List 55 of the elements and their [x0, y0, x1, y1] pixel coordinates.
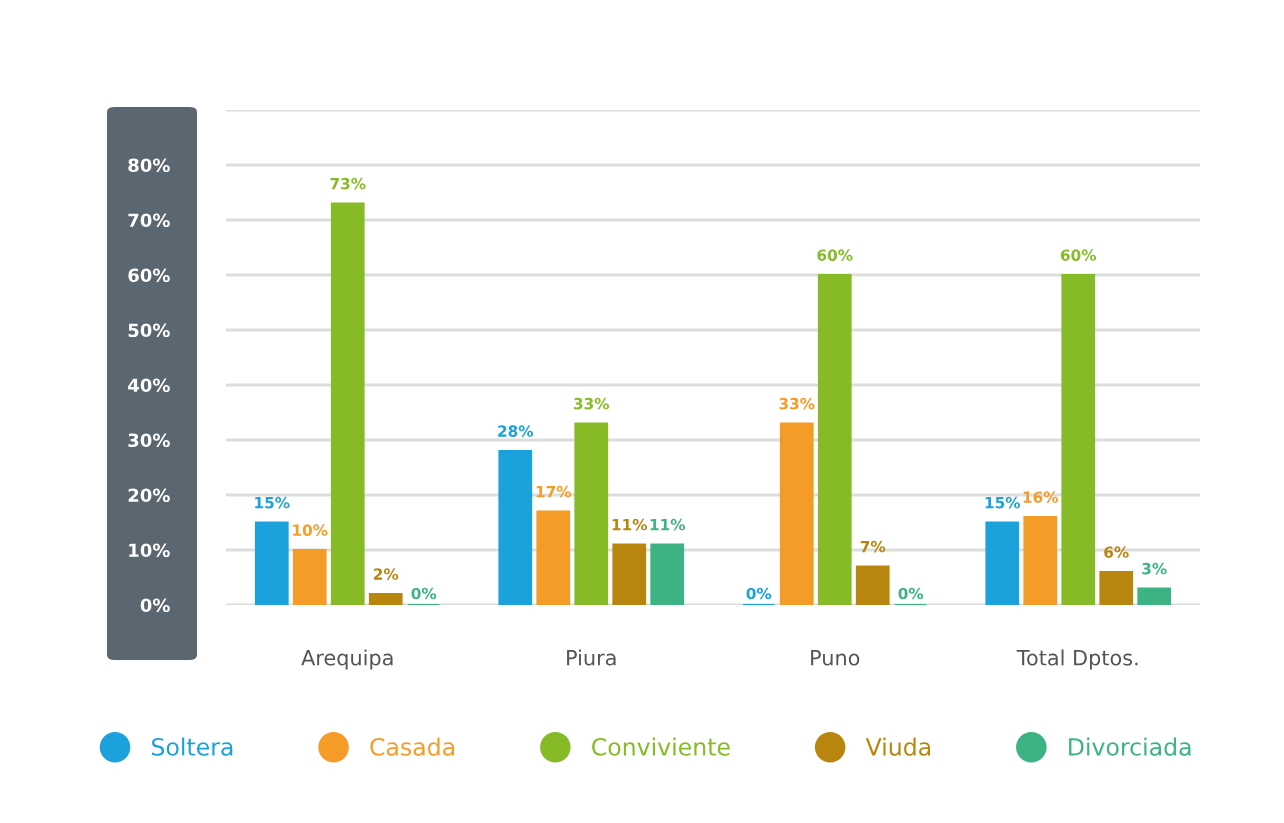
bar [1061, 273, 1096, 605]
x-tick-label: Puno [811, 650, 860, 666]
legend-label: Soltera [152, 737, 233, 756]
bar [855, 565, 890, 605]
data-label: 17% [536, 485, 572, 498]
data-label: 0% [411, 587, 437, 600]
bar [612, 543, 647, 605]
y-tick-label: 70% [128, 213, 170, 228]
y-tick-label: 40% [128, 378, 170, 393]
y-tick-label: 0% [140, 598, 170, 613]
data-label: 73% [330, 177, 366, 190]
data-label: 15% [985, 496, 1021, 509]
y-tick-label: 80% [128, 158, 170, 173]
bar [1023, 515, 1058, 605]
data-label: 3% [1142, 562, 1167, 575]
bar [650, 543, 685, 605]
data-label: 6% [1104, 546, 1129, 558]
data-label: 60% [1060, 249, 1097, 261]
bar [330, 202, 365, 605]
y-tick-label: 30% [128, 433, 170, 448]
data-label: 7% [860, 540, 886, 553]
bar [292, 548, 327, 605]
legend-label: Viuda [865, 737, 931, 756]
data-label: 10% [293, 524, 328, 536]
bar [536, 510, 571, 605]
bar [1137, 587, 1172, 605]
legend-label: Divorciada [1069, 737, 1191, 756]
legend-label: Casada [370, 737, 455, 756]
data-label: 11% [650, 518, 686, 531]
y-tick-label: 20% [128, 488, 170, 503]
data-label: 15% [255, 496, 290, 509]
bar [779, 422, 814, 605]
x-tick-label: Piura [567, 649, 616, 666]
data-label: 33% [779, 397, 815, 410]
bar [1099, 570, 1134, 605]
data-label: 11% [612, 518, 648, 531]
bar [985, 521, 1020, 605]
bar [254, 521, 289, 605]
data-label: 0% [898, 587, 924, 600]
data-label: 60% [817, 249, 853, 261]
x-tick-label: Arequipa [301, 649, 393, 670]
data-label: 28% [498, 425, 534, 437]
data-label: 33% [573, 397, 610, 410]
y-tick-label: 50% [128, 323, 170, 338]
bar [368, 592, 403, 605]
data-label: 2% [373, 568, 399, 580]
y-tick-label: 60% [128, 268, 170, 283]
bar [498, 449, 533, 605]
data-label: 16% [1023, 491, 1059, 503]
bar [817, 273, 852, 605]
legend-label: Conviviente [592, 737, 730, 756]
y-tick-label: 10% [129, 543, 170, 558]
x-tick-label: Total Dptos. [1016, 649, 1138, 670]
data-label: 0% [746, 587, 772, 600]
bar [574, 422, 609, 605]
